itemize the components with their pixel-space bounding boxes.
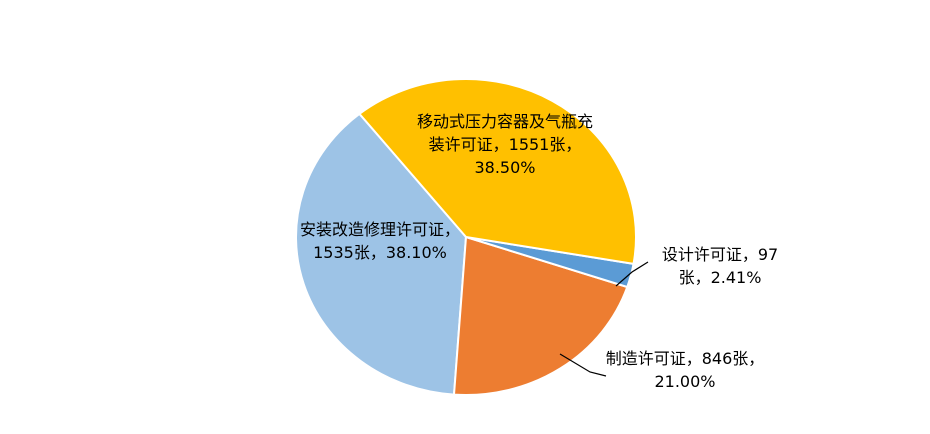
slice-label: 设计许可证，97张，2.41% [650,243,790,289]
label-count: 1535张， [313,243,386,262]
label-count: 846张， [701,349,765,368]
label-percent: 38.10% [385,243,447,262]
leader-line [559,353,607,377]
slice-label: 安装改造修理许可证， 1535张，38.10% [295,218,465,264]
label-category: 设计许可证， [661,245,758,264]
pie-slice [452,235,629,396]
label-category: 制造许可证， [605,349,702,368]
label-percent: 38.50% [474,158,536,177]
pie-slice [358,78,637,265]
slice-label: 制造许可证，846张， 21.00% [600,347,770,393]
label-count: 97张， [678,245,779,287]
label-count: 1551张， [508,135,582,154]
label-percent: 2.41% [710,268,762,287]
pie-slice [295,112,468,396]
leader-line [615,261,649,287]
slice-label: 移动式压力容器及气瓶充装许可证，1551张， 38.50% [415,110,595,179]
label-category: 安装改造修理许可证， [299,220,460,239]
label-category: 移动式压力容器及气瓶充装许可证， [416,112,593,154]
label-percent: 21.00% [654,372,716,391]
